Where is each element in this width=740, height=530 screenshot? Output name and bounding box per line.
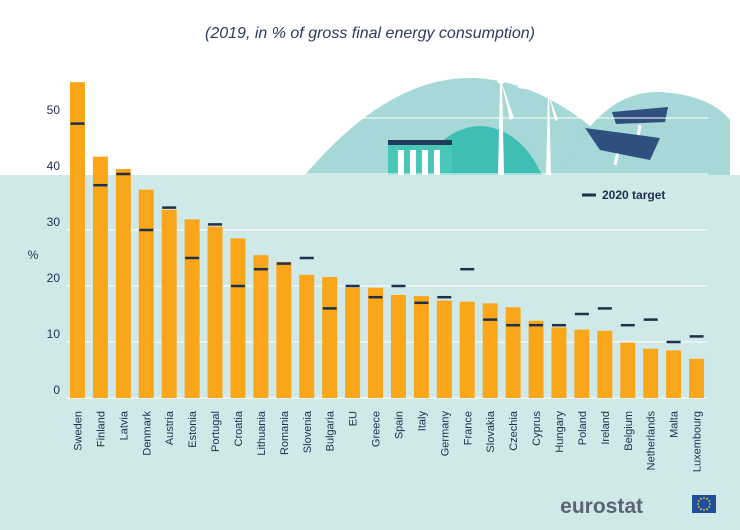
y-axis-label: % xyxy=(28,248,39,262)
x-tick-label: Denmark xyxy=(141,411,153,456)
bar-ireland xyxy=(597,330,613,398)
bar-france xyxy=(459,301,475,398)
bar-netherlands xyxy=(643,348,659,398)
bar-czechia xyxy=(505,307,521,398)
bar-hungary xyxy=(551,327,567,398)
chart-title: (2019, in % of gross final energy consum… xyxy=(205,25,535,42)
x-tick-label: EU xyxy=(348,411,360,426)
eurostat-logo: eurostat xyxy=(560,495,716,518)
x-tick-label: Latvia xyxy=(118,410,130,440)
bar-malta xyxy=(666,350,682,398)
bar-eu xyxy=(345,287,361,398)
bar-germany xyxy=(436,300,452,398)
x-tick-label: Portugal xyxy=(210,411,222,452)
brand-text: eurostat xyxy=(560,495,643,518)
x-tick-label: Ireland xyxy=(600,411,612,445)
x-tick-label: Slovenia xyxy=(302,410,314,453)
bar-cyprus xyxy=(528,320,544,398)
legend: 2020 target xyxy=(582,188,665,202)
hill-right-icon xyxy=(560,91,730,175)
x-tick-label: Estonia xyxy=(187,410,199,448)
bar-sweden xyxy=(69,82,85,398)
x-tick-label: Czechia xyxy=(508,410,520,451)
y-tick-label: 40 xyxy=(47,159,61,173)
y-axis-ticks: 0 10 20 30 40 50 xyxy=(47,103,61,397)
x-axis-labels: Sweden Finland Latvia Denmark Austria Estonia… xyxy=(72,410,703,472)
x-tick-label: Croatia xyxy=(233,410,245,446)
bar-romania xyxy=(276,261,292,398)
wind-turbine-icon xyxy=(452,52,533,175)
bar-italy xyxy=(413,296,429,398)
bar-denmark xyxy=(138,189,154,398)
solar-panel-large-icon xyxy=(585,128,660,166)
bar-poland xyxy=(574,329,590,398)
eu-stars-icon xyxy=(697,497,711,511)
eu-flag-icon xyxy=(692,495,716,513)
x-tick-label: Slovakia xyxy=(485,410,497,452)
y-tick-label: 20 xyxy=(47,271,61,285)
bar-spain xyxy=(390,294,406,398)
x-tick-label: Netherlands xyxy=(646,411,658,471)
x-tick-label: Finland xyxy=(95,411,107,447)
bar-belgium xyxy=(620,342,636,398)
bar-finland xyxy=(92,156,108,398)
wind-turbine-small-icon xyxy=(518,68,577,175)
y-tick-label: 0 xyxy=(53,383,60,397)
bar-bulgaria xyxy=(322,277,338,398)
bar-luxembourg xyxy=(689,358,705,398)
legend-label: 2020 target xyxy=(602,188,665,202)
x-tick-label: Luxembourg xyxy=(692,411,704,472)
bar-austria xyxy=(161,209,177,398)
x-tick-label: Italy xyxy=(416,411,428,432)
bar-croatia xyxy=(230,238,246,398)
x-tick-label: Lithuania xyxy=(256,410,268,456)
bar-estonia xyxy=(184,219,200,398)
x-tick-label: Cyprus xyxy=(531,411,543,446)
y-tick-label: 50 xyxy=(47,103,61,117)
x-tick-label: Sweden xyxy=(72,411,84,451)
x-tick-label: Germany xyxy=(439,411,451,457)
x-tick-label: Romania xyxy=(279,410,291,455)
x-tick-label: Hungary xyxy=(554,411,566,453)
bar-slovakia xyxy=(482,303,498,398)
x-tick-label: France xyxy=(462,411,474,445)
bar-portugal xyxy=(207,226,223,398)
x-tick-label: Greece xyxy=(371,411,383,447)
target-markers xyxy=(70,122,704,344)
x-tick-label: Bulgaria xyxy=(325,410,337,451)
bar-slovenia xyxy=(299,274,315,398)
bar-lithuania xyxy=(253,255,269,398)
y-tick-label: 30 xyxy=(47,215,61,229)
x-tick-label: Spain xyxy=(393,411,405,439)
y-tick-label: 10 xyxy=(47,327,61,341)
x-tick-label: Belgium xyxy=(623,411,635,451)
bar-latvia xyxy=(115,168,131,398)
bar-greece xyxy=(368,287,384,398)
energy-illustration xyxy=(305,52,730,175)
bar-series xyxy=(69,82,705,398)
x-tick-label: Poland xyxy=(577,411,589,445)
x-tick-label: Austria xyxy=(164,410,176,445)
dam-icon xyxy=(388,140,452,175)
x-tick-label: Malta xyxy=(669,410,681,438)
